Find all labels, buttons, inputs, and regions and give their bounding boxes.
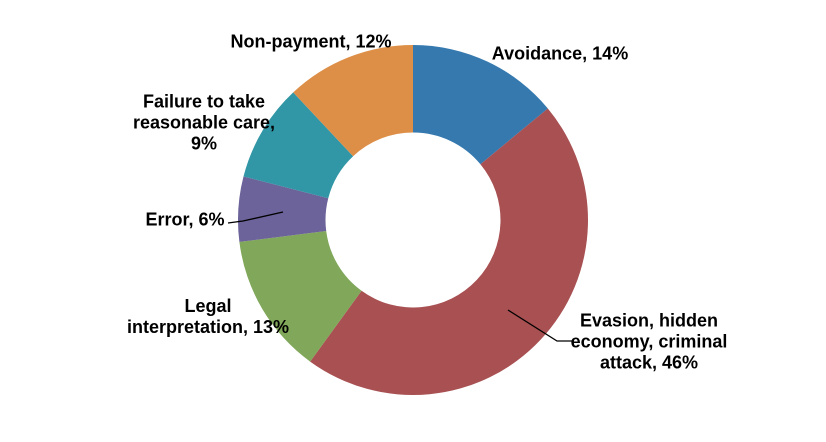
label-error: Error, 6% [145,210,224,231]
label-failure-to-take-reasonable-care: Failure to take reasonable care, 9% [133,92,275,155]
pie-slice-non-payment [293,44,413,157]
label-avoidance: Avoidance, 14% [492,44,628,65]
donut-slices [238,44,589,396]
pie-slice-legal-interpretation [239,230,362,362]
label-line: Failure to take [142,91,266,112]
label-line: Non-payment, 12% [230,31,392,52]
label-line: interpretation, 13% [126,317,290,337]
leader-line-evasion [507,309,572,342]
label-line: Error, 6% [145,209,225,230]
leader-line-error [227,211,284,224]
label-line: reasonable care, [132,112,276,133]
label-legal-interpretation: Legal interpretation, 13% [127,296,289,338]
label-line: Legal [184,296,232,316]
label-line: Avoidance, 14% [491,43,629,64]
label-line: Evasion, hidden [579,310,719,331]
label-non-payment: Non-payment, 12% [230,32,391,53]
label-line: attack, 46% [599,352,699,373]
label-line: 9% [190,133,217,154]
label-evasion-hidden-economy-criminal-attack: Evasion, hidden economy, criminal attack… [571,311,728,374]
label-line: economy, criminal [570,331,728,352]
pie-slice-error [238,176,329,242]
pie-slice-evasion-hidden-economy-criminal-attack [310,108,589,396]
pie-slice-failure-to-take-reasonable-care [243,92,354,199]
pie-slice-avoidance [413,45,548,165]
